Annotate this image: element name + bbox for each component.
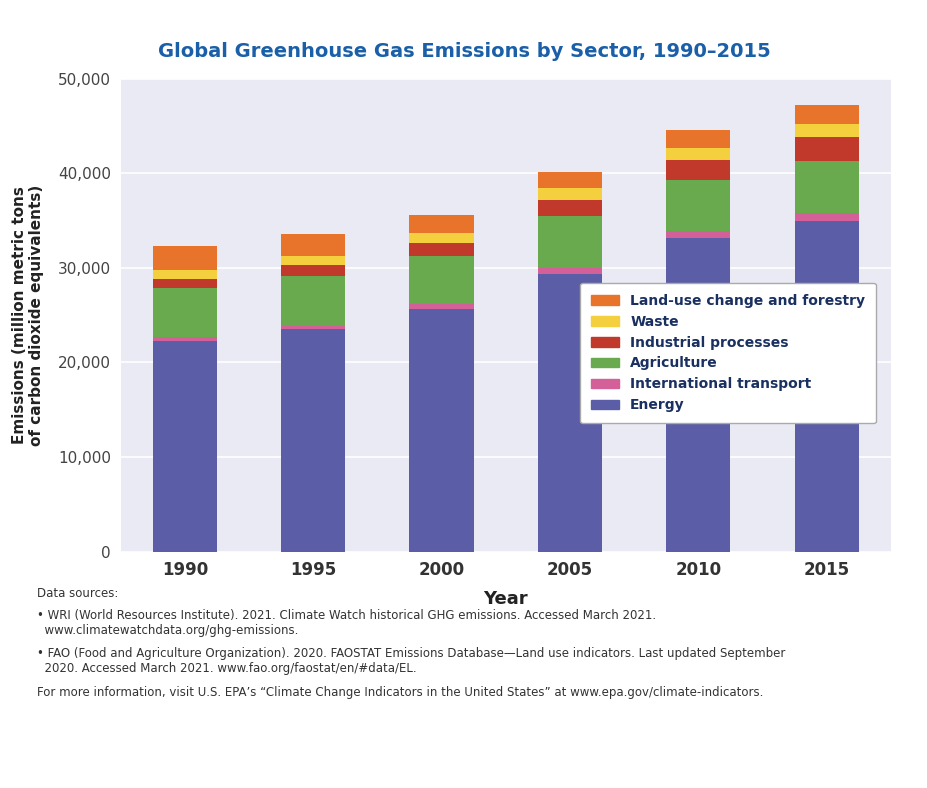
- Text: Global Greenhouse Gas Emissions by Sector, 1990–2015: Global Greenhouse Gas Emissions by Secto…: [158, 42, 769, 61]
- Bar: [153, 270, 217, 279]
- Bar: [281, 255, 345, 265]
- Text: • WRI (World Resources Institute). 2021. Climate Watch historical GHG emissions.: • WRI (World Resources Institute). 2021.…: [37, 609, 655, 637]
- Bar: [666, 180, 730, 231]
- Y-axis label: Emissions (million metric tons
of carbon dioxide equivalents): Emissions (million metric tons of carbon…: [11, 184, 44, 446]
- Bar: [409, 233, 473, 243]
- Bar: [794, 137, 857, 161]
- Bar: [666, 160, 730, 180]
- Bar: [794, 106, 857, 125]
- Bar: [666, 238, 730, 552]
- Bar: [538, 268, 602, 273]
- Bar: [794, 161, 857, 213]
- Bar: [153, 279, 217, 288]
- Bar: [538, 216, 602, 268]
- Bar: [153, 337, 217, 340]
- Legend: Land-use change and forestry, Waste, Industrial processes, Agriculture, Internat: Land-use change and forestry, Waste, Ind…: [579, 283, 875, 423]
- Bar: [153, 246, 217, 270]
- Bar: [538, 273, 602, 552]
- Bar: [666, 148, 730, 160]
- Bar: [409, 304, 473, 309]
- Bar: [281, 329, 345, 552]
- Bar: [794, 125, 857, 137]
- Bar: [409, 309, 473, 552]
- Bar: [666, 231, 730, 238]
- Bar: [281, 325, 345, 329]
- Bar: [281, 234, 345, 255]
- Bar: [538, 200, 602, 216]
- X-axis label: Year: Year: [483, 590, 527, 608]
- Bar: [666, 130, 730, 148]
- Bar: [794, 213, 857, 221]
- Bar: [794, 221, 857, 552]
- Bar: [409, 243, 473, 255]
- Bar: [538, 173, 602, 188]
- Bar: [409, 255, 473, 304]
- Text: Data sources:: Data sources:: [37, 587, 119, 600]
- Bar: [538, 188, 602, 200]
- Text: • FAO (Food and Agriculture Organization). 2020. FAOSTAT Emissions Database—Land: • FAO (Food and Agriculture Organization…: [37, 647, 784, 675]
- Bar: [153, 340, 217, 552]
- Bar: [281, 277, 345, 325]
- Text: For more information, visit U.S. EPA’s “Climate Change Indicators in the United : For more information, visit U.S. EPA’s “…: [37, 686, 763, 699]
- Bar: [153, 288, 217, 337]
- Bar: [281, 265, 345, 277]
- Bar: [409, 215, 473, 233]
